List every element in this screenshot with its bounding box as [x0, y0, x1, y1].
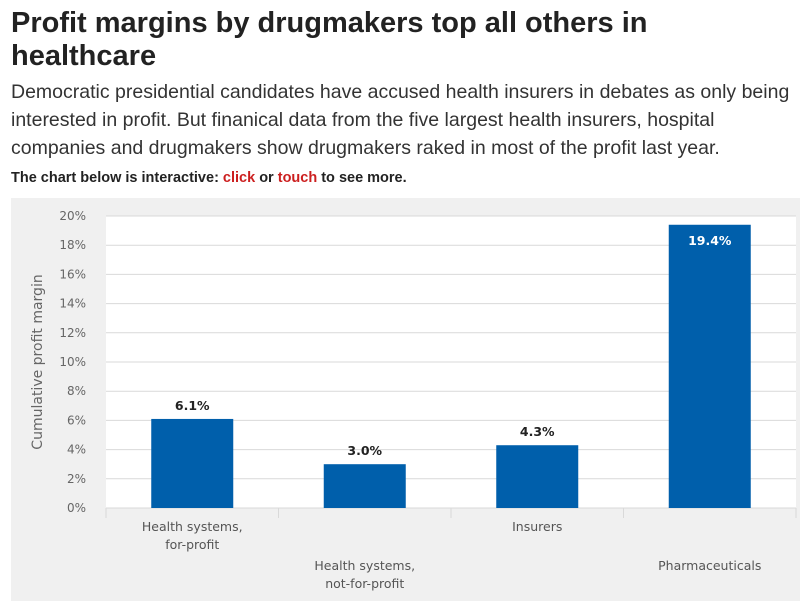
y-tick-label: 6% [67, 413, 86, 427]
category-label: Health systems, [314, 558, 415, 573]
y-axis-title: Cumulative profit margin [30, 274, 46, 449]
y-tick-label: 14% [59, 297, 86, 311]
y-tick-label: 4% [67, 443, 86, 457]
data-label: 6.1% [175, 398, 210, 413]
category-label: Pharmaceuticals [658, 558, 761, 573]
y-tick-label: 16% [59, 267, 86, 281]
note-suffix: to see more. [317, 170, 407, 186]
bar[interactable] [496, 445, 579, 508]
y-tick-label: 20% [59, 209, 86, 223]
note-prefix: The chart below is interactive: [11, 170, 223, 186]
interactive-note: The chart below is interactive: click or… [11, 169, 407, 187]
data-label: 19.4% [688, 233, 732, 248]
y-tick-label: 12% [59, 326, 86, 340]
y-tick-label: 18% [59, 238, 86, 252]
y-tick-label: 2% [67, 472, 86, 486]
category-label: Insurers [512, 519, 562, 534]
category-label: for-profit [165, 537, 219, 552]
y-tick-label: 8% [67, 384, 86, 398]
category-label: not-for-profit [325, 576, 404, 591]
y-tick-label: 0% [67, 501, 86, 515]
bar[interactable] [323, 464, 406, 508]
subhead: Democratic presidential candidates have … [11, 81, 790, 159]
bar[interactable] [668, 224, 751, 508]
headline: Profit margins by drugmakers top all oth… [11, 7, 648, 72]
category-label: Health systems, [142, 519, 243, 534]
note-middle: or [255, 170, 278, 186]
y-tick-label: 10% [59, 355, 86, 369]
touch-link[interactable]: touch [277, 170, 318, 186]
data-label: 4.3% [520, 424, 555, 439]
data-label: 3.0% [347, 443, 382, 458]
click-link[interactable]: click [222, 170, 256, 186]
bar[interactable] [151, 418, 234, 508]
